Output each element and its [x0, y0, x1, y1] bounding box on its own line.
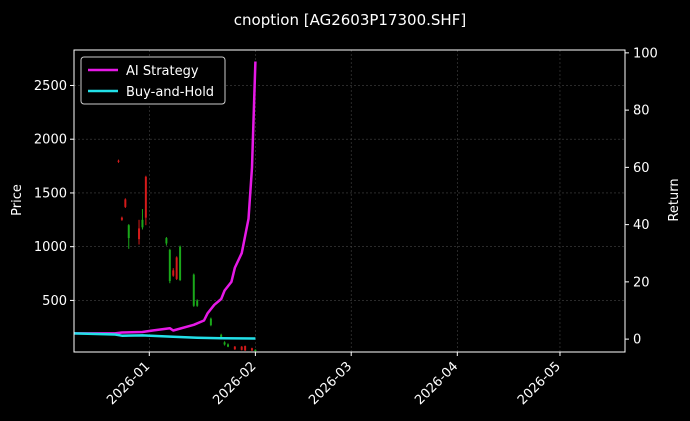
- candle-body: [220, 334, 223, 339]
- candle-body: [175, 257, 178, 279]
- y-tick-label: 2000: [34, 133, 67, 148]
- candle-body: [250, 348, 253, 351]
- candle-body: [120, 217, 123, 220]
- plot-frame: [73, 49, 626, 353]
- candlestick: [120, 216, 123, 221]
- candle-body: [127, 225, 130, 239]
- secondary-y-axis-label: Return: [667, 178, 682, 221]
- candle-body: [244, 346, 247, 351]
- candle-body: [179, 246, 182, 280]
- candle-body: [192, 274, 195, 306]
- candlestick: [175, 256, 178, 280]
- series-line-ai: [74, 61, 257, 335]
- candlestick: [233, 346, 236, 350]
- candle-body: [117, 160, 120, 162]
- y2-tick-label: 0: [633, 333, 641, 348]
- candlestick: [240, 346, 243, 351]
- candlestick: [209, 317, 212, 327]
- candlestick: [141, 209, 144, 230]
- candlestick: [168, 248, 171, 284]
- candlestick: [223, 341, 226, 346]
- candlestick: [138, 219, 141, 245]
- y-tick-label: 2500: [34, 79, 67, 94]
- candle-body: [168, 249, 171, 282]
- candlestick: [244, 345, 247, 351]
- candlestick: [124, 198, 127, 208]
- candle-body: [240, 346, 243, 350]
- candlestick: [165, 237, 168, 246]
- candlestick: [192, 273, 195, 307]
- legend-label-buy-and-hold: Buy-and-Hold: [126, 85, 214, 100]
- candlestick: [196, 299, 199, 307]
- y2-tick-label: 40: [633, 218, 650, 233]
- candlestick: [144, 175, 147, 226]
- candle-body: [141, 219, 144, 228]
- candle-body: [165, 238, 168, 244]
- candle-body: [227, 344, 230, 347]
- candlestick: [227, 343, 230, 348]
- candlestick: [117, 159, 120, 163]
- candle-body: [233, 346, 236, 350]
- legend: AI Strategy Buy-and-Hold: [80, 56, 226, 105]
- y-tick-label: 500: [42, 294, 67, 309]
- candlesticks: [117, 159, 257, 352]
- candle-body: [209, 318, 212, 326]
- candlestick: [250, 347, 253, 351]
- candlestick: [179, 245, 182, 282]
- x-tick-label: 2026-04: [412, 359, 461, 408]
- y-axis-label: Price: [10, 184, 25, 216]
- y-tick-label: 1500: [34, 186, 67, 201]
- series-lines: [73, 61, 257, 340]
- candle-body: [254, 349, 257, 351]
- candle-body: [196, 300, 199, 306]
- legend-label-ai-strategy: AI Strategy: [126, 64, 199, 79]
- y-tick-label: 1000: [34, 240, 67, 255]
- chart-title: cnoption [AG2603P17300.SHF]: [234, 11, 466, 29]
- candle-body: [124, 199, 127, 207]
- candlestick: [172, 268, 175, 277]
- x-tick-label: 2026-03: [306, 359, 355, 408]
- candle-body: [138, 228, 141, 240]
- candle-body: [172, 270, 175, 276]
- x-tick-label: 2026-01: [104, 359, 153, 408]
- series-line-bh: [73, 332, 256, 340]
- candlestick: [254, 349, 257, 352]
- candle-body: [144, 176, 147, 218]
- candle-body: [223, 342, 226, 345]
- x-tick-label: 2026-02: [210, 359, 259, 408]
- candlestick: [127, 224, 130, 249]
- y2-tick-label: 20: [633, 275, 650, 290]
- y2-tick-label: 80: [633, 104, 650, 119]
- x-tick-label: 2026-05: [515, 359, 564, 408]
- y2-tick-label: 60: [633, 161, 650, 176]
- y2-tick-label: 100: [633, 46, 658, 61]
